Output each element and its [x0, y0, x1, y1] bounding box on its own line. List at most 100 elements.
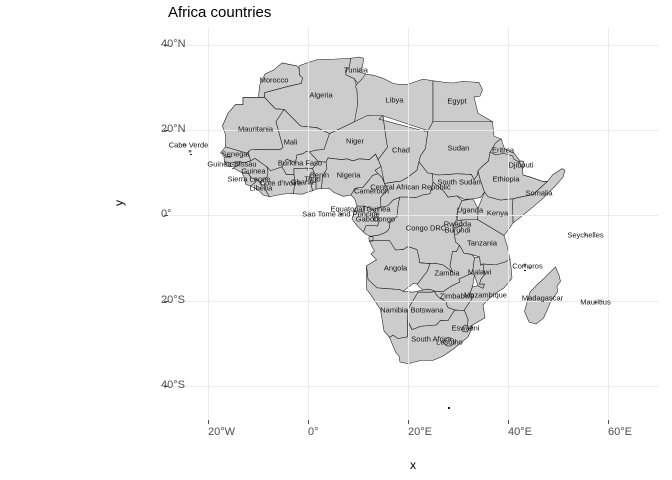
country-label: Chad — [392, 145, 410, 155]
tick-mark-y — [164, 385, 168, 387]
country-label: Senegal — [221, 149, 250, 159]
country-label: Eswatini — [451, 323, 480, 333]
y-tick-label: 20°S — [161, 293, 185, 306]
country-shape — [340, 213, 343, 216]
country-shape — [366, 236, 431, 292]
country-label: Botswana — [410, 305, 444, 315]
gridline-x — [308, 28, 309, 420]
country-label: Cote d'Ivoire — [259, 178, 302, 188]
y-tick-label: 20°N — [161, 123, 186, 136]
country-label: Sudan — [447, 142, 470, 152]
tick-mark-x — [508, 420, 509, 424]
country-label: Zimbabwe — [439, 291, 475, 301]
country-label: Congo DRC — [405, 223, 447, 233]
country-label: Eritrea — [491, 145, 515, 155]
gridline-y — [168, 300, 658, 302]
y-tick-label: 40°S — [161, 378, 185, 391]
x-tick-label: 20°W — [208, 426, 236, 438]
country-label: Nigeria — [336, 169, 361, 179]
country-label: Madagascar — [521, 293, 564, 303]
tick-mark-y — [164, 215, 168, 217]
country-label: Ghana — [290, 177, 314, 187]
island-marker — [190, 153, 192, 156]
country-label: Somalia — [525, 188, 553, 198]
country-label: Mauritania — [237, 124, 274, 134]
country-label: Zambia — [434, 268, 460, 278]
country-label: Burkina Faso — [277, 158, 323, 168]
island-marker — [524, 269, 526, 272]
country-label: Mali — [283, 137, 298, 146]
tick-mark-x — [408, 420, 409, 424]
tick-mark-y — [164, 45, 168, 47]
country-shape — [512, 168, 566, 224]
country-label: Niger — [346, 136, 364, 146]
country-label: Angola — [383, 263, 408, 273]
country-label: Libya — [385, 95, 404, 105]
x-tick-label: 20°E — [408, 426, 432, 438]
map-panel: Morocco Algeria Tunisia Libya Egypt Mauritani… — [168, 28, 658, 420]
island-marker — [600, 300, 602, 303]
gridline-x — [608, 28, 609, 420]
page-title: Africa countries — [168, 4, 272, 21]
country-shape — [454, 219, 511, 266]
country-label: Mozambique — [464, 289, 507, 299]
country-label: Comoros — [512, 261, 543, 271]
country-label: Algeria — [309, 90, 333, 100]
country-label: Ethiopia — [492, 174, 520, 184]
country-label: Guinea — [241, 166, 266, 176]
country-label: Uganda — [456, 205, 484, 215]
country-label: Lesotho — [436, 336, 463, 346]
country-label: Liberia — [249, 183, 273, 193]
gridline-y — [168, 130, 658, 132]
axis-title-x: x — [410, 458, 416, 472]
tick-mark-x — [308, 420, 309, 424]
country-label: Togo — [304, 174, 321, 184]
country-shape — [182, 143, 192, 153]
country-shape — [249, 178, 271, 198]
country-label: Mauritius — [580, 297, 611, 307]
country-label: Sao Tome and Principe — [302, 209, 380, 219]
country-label: Burundi — [444, 225, 471, 235]
country-label: Benin — [309, 169, 330, 179]
country-shape — [524, 266, 561, 325]
country-label: Seychelles — [567, 230, 604, 240]
country-label: Congo — [372, 214, 396, 224]
gridline-y — [168, 385, 658, 387]
country-label: Kenya — [486, 208, 509, 218]
country-label: Central African Republic — [370, 182, 451, 192]
island-marker — [448, 407, 450, 409]
country-label: Sierra Leone — [227, 174, 271, 184]
country-label: Malawi — [467, 266, 492, 276]
country-label: Namibia — [380, 304, 408, 314]
country-label: Rwanda — [443, 219, 472, 229]
country-label: Morocco — [259, 74, 289, 84]
axis-title-y: y — [112, 200, 126, 206]
country-shape — [523, 263, 531, 269]
country-label: Tunisia — [344, 65, 368, 74]
country-label: Guinea-Bissau — [207, 159, 257, 169]
country-label: Equatorial Guinea — [330, 203, 391, 213]
gridline-y — [168, 215, 658, 217]
tick-mark-y — [164, 130, 168, 132]
tick-mark-x — [208, 420, 209, 424]
y-tick-label: 40°N — [161, 38, 186, 51]
tick-mark-y — [164, 300, 168, 302]
africa-map-svg — [182, 56, 598, 365]
country-label: South Sudan — [437, 177, 481, 187]
gridline-y — [168, 45, 658, 47]
tick-mark-x — [608, 420, 609, 424]
country-label: Cabo Verde — [168, 140, 209, 150]
country-label: South Africa — [411, 334, 452, 344]
country-shape — [293, 167, 313, 195]
country-label: Egypt — [447, 96, 467, 106]
country-shape — [584, 234, 587, 236]
gridline-x — [408, 28, 409, 420]
gridline-x — [508, 28, 509, 420]
country-label: Cameroon — [353, 186, 390, 196]
y-tick-label: 0° — [161, 208, 172, 221]
country-shape — [442, 337, 455, 347]
x-tick-label: 40°E — [508, 426, 532, 438]
x-tick-label: 60°E — [608, 426, 632, 438]
x-tick-label: 0° — [308, 426, 319, 438]
